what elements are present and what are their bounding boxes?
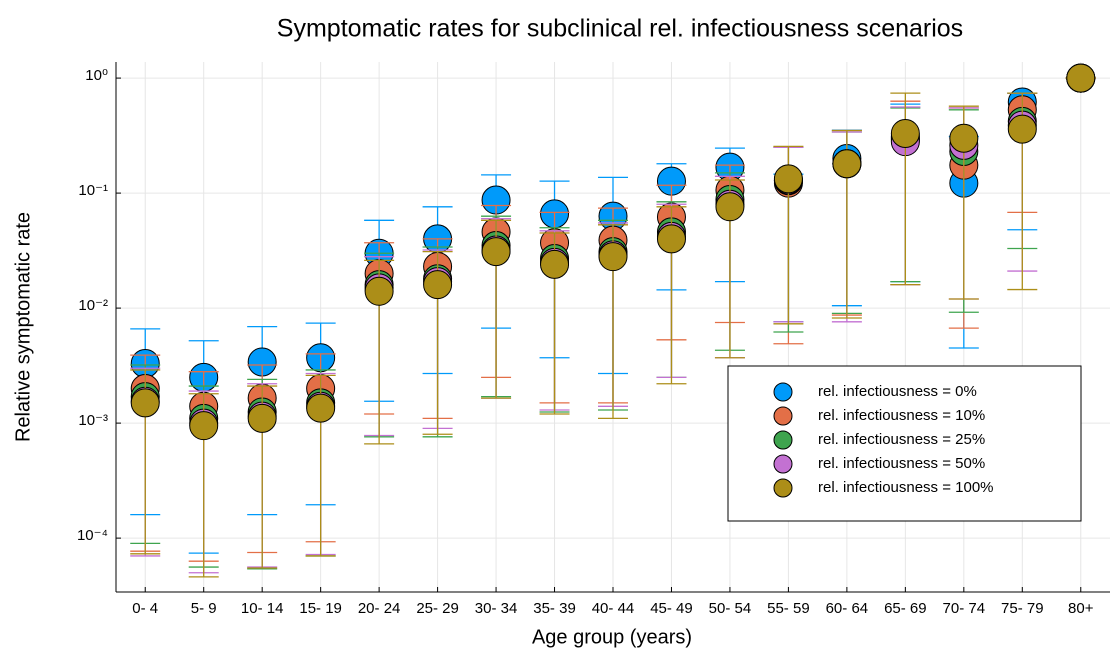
marker — [306, 393, 336, 423]
x-tick-label: 60- 64 — [826, 600, 869, 617]
x-tick-label: 70- 74 — [943, 600, 986, 617]
legend-label: rel. infectiousness = 10% — [818, 407, 985, 424]
legend-marker — [773, 454, 793, 474]
marker — [1007, 114, 1037, 144]
x-tick-label: 65- 69 — [884, 600, 927, 617]
x-tick-label: 35- 39 — [533, 600, 576, 617]
marker — [656, 224, 686, 254]
chart-title: Symptomatic rates for subclinical rel. i… — [277, 15, 963, 43]
legend-marker — [773, 478, 793, 498]
y-tick-label: 10⁻⁴ — [77, 527, 108, 544]
marker — [364, 276, 394, 306]
y-tick-label: 10⁰ — [85, 67, 108, 84]
legend-label: rel. infectiousness = 100% — [818, 479, 994, 496]
marker — [715, 192, 745, 222]
legend-marker — [773, 430, 793, 450]
x-tick-label: 45- 49 — [650, 600, 693, 617]
x-tick-label: 30- 34 — [475, 600, 518, 617]
legend-label: rel. infectiousness = 0% — [818, 383, 977, 400]
y-tick-label: 10⁻¹ — [78, 182, 108, 199]
x-tick-label: 55- 59 — [767, 600, 810, 617]
marker — [130, 388, 160, 418]
x-tick-label: 50- 54 — [709, 600, 752, 617]
x-tick-label: 20- 24 — [358, 600, 401, 617]
marker — [540, 249, 570, 279]
marker — [832, 149, 862, 179]
marker — [890, 118, 920, 148]
x-axis-label: Age group (years) — [532, 626, 692, 648]
y-tick-label: 10⁻² — [78, 297, 108, 314]
marker — [773, 164, 803, 194]
x-tick-label: 15- 19 — [299, 600, 342, 617]
y-tick-label: 10⁻³ — [78, 412, 108, 429]
x-tick-label: 5- 9 — [191, 600, 217, 617]
legend-label: rel. infectiousness = 25% — [818, 431, 985, 448]
marker — [1066, 63, 1096, 93]
legend-label: rel. infectiousness = 50% — [818, 455, 985, 472]
marker — [598, 242, 628, 272]
x-tick-label: 80+ — [1068, 600, 1094, 617]
marker — [481, 237, 511, 267]
x-tick-label: 75- 79 — [1001, 600, 1044, 617]
x-tick-label: 40- 44 — [592, 600, 635, 617]
legend-marker — [773, 382, 793, 402]
y-axis-label: Relative symptomatic rate — [12, 212, 34, 442]
x-tick-label: 25- 29 — [416, 600, 459, 617]
marker — [247, 403, 277, 433]
marker — [189, 411, 219, 441]
legend-marker — [773, 406, 793, 426]
marker — [423, 270, 453, 300]
marker — [949, 123, 979, 153]
x-tick-label: 10- 14 — [241, 600, 284, 617]
x-tick-label: 0- 4 — [132, 600, 158, 617]
